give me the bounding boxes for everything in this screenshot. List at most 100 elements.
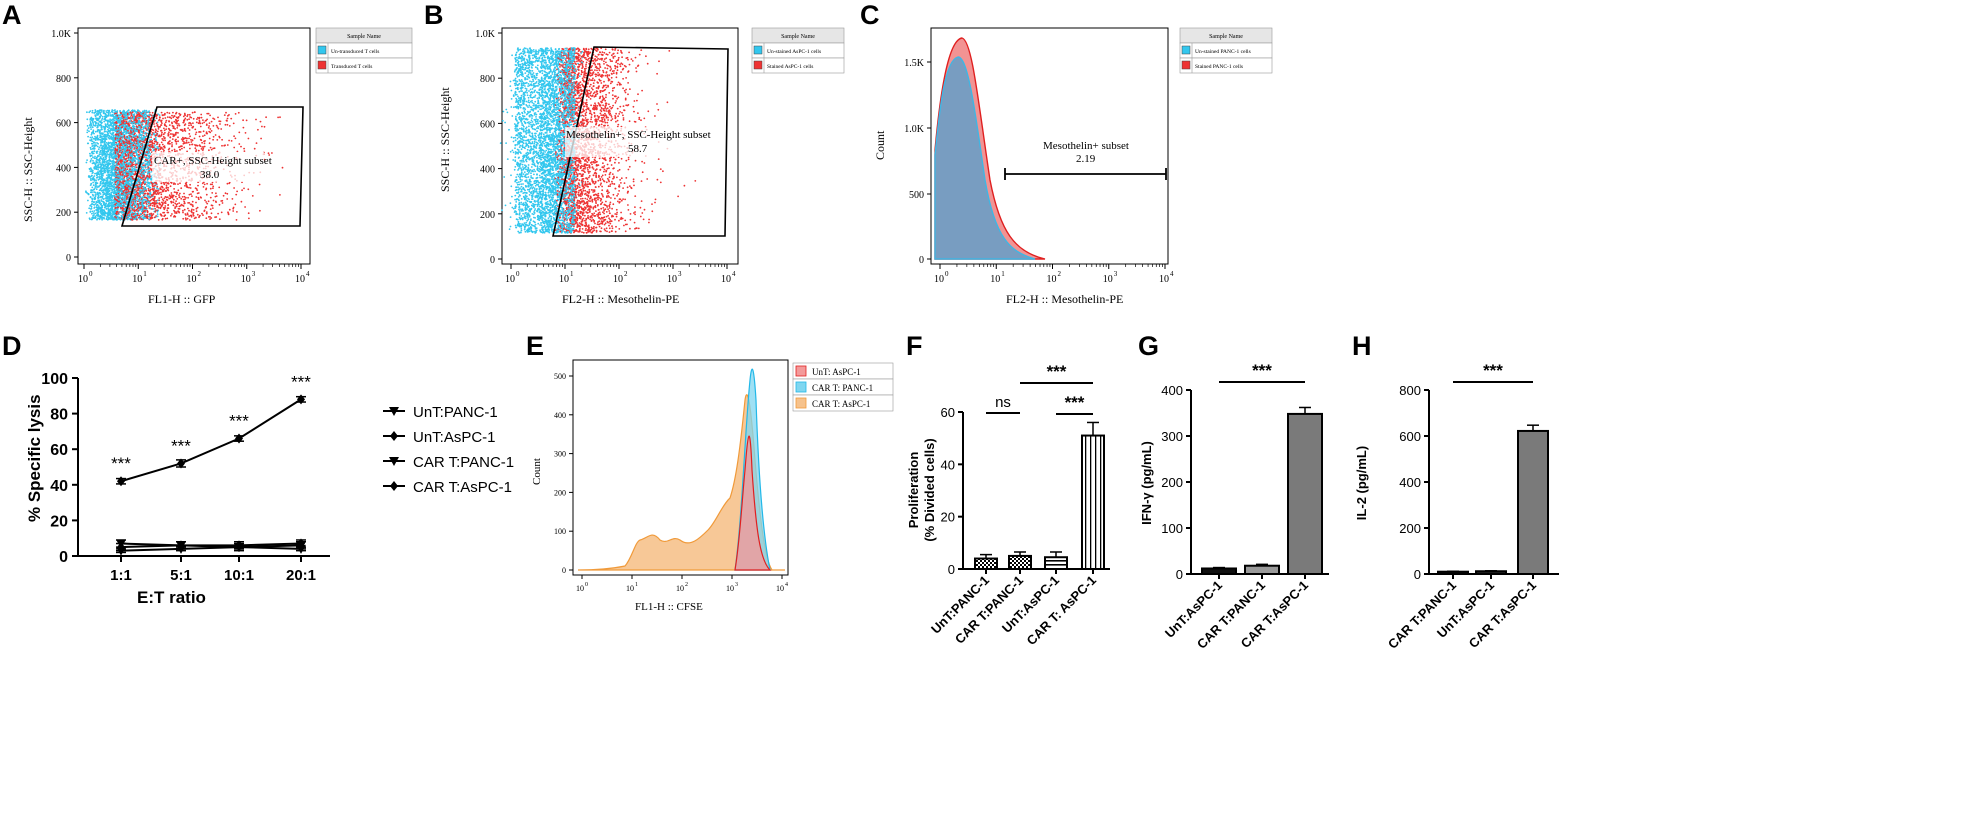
panel-label-f: F <box>906 331 923 361</box>
data-point <box>191 143 193 146</box>
data-point <box>245 119 248 122</box>
data-point <box>200 113 203 116</box>
data-point <box>107 136 110 139</box>
data-point <box>130 114 133 117</box>
data-point <box>88 111 91 114</box>
data-point <box>192 190 195 193</box>
data-point <box>174 212 177 214</box>
data-point <box>111 111 114 113</box>
data-point <box>179 148 182 151</box>
data-point <box>134 205 137 208</box>
data-point <box>91 212 93 215</box>
data-point <box>163 188 166 191</box>
data-point <box>115 200 118 203</box>
data-point <box>104 119 107 122</box>
data-point <box>174 150 176 153</box>
data-point <box>131 208 134 210</box>
data-point <box>123 156 125 159</box>
data-point <box>97 163 100 166</box>
data-point <box>111 121 114 124</box>
data-point <box>184 184 186 187</box>
data-point <box>207 112 210 115</box>
data-point <box>133 173 136 176</box>
data-point <box>164 139 167 142</box>
data-point <box>140 121 143 123</box>
data-point <box>101 183 103 185</box>
data-point <box>209 183 212 186</box>
data-point <box>205 212 208 215</box>
data-point <box>87 135 89 138</box>
data-point <box>105 179 107 182</box>
data-point <box>210 148 213 151</box>
data-point <box>210 120 213 123</box>
data-point <box>168 120 171 123</box>
data-point <box>112 159 114 162</box>
data-point <box>161 185 164 188</box>
data-point <box>142 189 145 192</box>
data-point <box>157 193 160 195</box>
data-point <box>116 211 118 214</box>
data-point <box>105 130 107 133</box>
data-point <box>202 186 205 188</box>
data-point <box>100 212 102 215</box>
data-point <box>97 205 100 208</box>
data-point <box>108 202 110 205</box>
data-point <box>192 117 195 120</box>
data-point <box>255 118 257 121</box>
data-point <box>178 196 181 199</box>
data-point <box>166 111 169 114</box>
data-point <box>160 182 163 185</box>
data-point <box>97 196 99 199</box>
data-point <box>124 164 127 166</box>
data-point <box>152 213 155 215</box>
data-point <box>177 210 180 213</box>
data-point <box>158 197 161 200</box>
data-point <box>174 127 177 130</box>
data-point <box>169 129 172 132</box>
data-point <box>137 198 140 201</box>
data-point <box>151 204 154 207</box>
data-point <box>166 209 169 212</box>
data-point <box>139 116 142 119</box>
data-point <box>205 206 208 208</box>
data-point <box>183 195 186 198</box>
data-point <box>118 218 120 221</box>
data-point <box>107 142 110 144</box>
data-point <box>103 120 106 123</box>
data-point <box>279 194 281 196</box>
data-point <box>191 195 193 198</box>
data-point <box>271 152 273 154</box>
data-point <box>155 122 158 125</box>
data-point <box>259 120 262 123</box>
data-point <box>164 117 167 119</box>
data-point <box>136 126 139 128</box>
data-point <box>201 182 204 185</box>
data-point <box>119 154 122 157</box>
data-point <box>153 133 156 136</box>
data-point <box>169 185 172 188</box>
data-point <box>174 206 177 208</box>
data-point <box>155 183 158 185</box>
data-point <box>112 136 115 139</box>
data-point <box>162 133 165 136</box>
data-point <box>226 123 229 126</box>
data-point <box>151 145 154 148</box>
panel-label-h: H <box>1352 331 1372 361</box>
data-point <box>207 126 210 129</box>
data-point <box>234 137 237 140</box>
data-point <box>129 133 131 136</box>
data-point <box>95 124 97 127</box>
data-point <box>195 196 198 198</box>
data-point <box>209 128 212 130</box>
data-point <box>117 120 120 123</box>
data-point <box>196 192 199 195</box>
data-point <box>151 143 154 145</box>
data-point <box>155 129 158 132</box>
data-point <box>187 127 190 129</box>
data-point <box>136 119 139 122</box>
data-point <box>184 114 187 117</box>
data-point <box>202 214 204 217</box>
data-point <box>177 140 180 143</box>
data-point <box>211 192 214 194</box>
data-point <box>220 128 223 130</box>
